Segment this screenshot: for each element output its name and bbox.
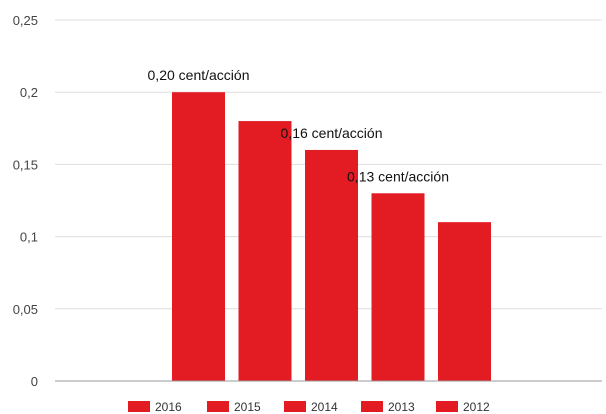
bar-2014 <box>305 149 358 381</box>
y-tick-label: 0,1 <box>20 230 38 245</box>
legend-label-2015: 2015 <box>234 400 261 414</box>
legend-swatch-2015 <box>207 401 229 412</box>
y-tick-label: 0,05 <box>13 302 38 317</box>
data-labels: 0,20 cent/acción 0,16 cent/acción 0,13 cen… <box>148 67 449 184</box>
legend-label-2013: 2013 <box>388 400 415 414</box>
data-label-2013: 0,13 cent/acción <box>347 168 449 184</box>
bar-2013 <box>371 193 425 381</box>
legend: 2016 2015 2014 2013 2012 <box>128 400 490 414</box>
legend-label-2014: 2014 <box>311 400 338 414</box>
y-tick-label: 0,15 <box>13 157 38 172</box>
data-label-2014: 0,16 cent/acción <box>281 125 383 141</box>
legend-swatch-2013 <box>361 401 383 412</box>
y-axis-tick-labels: 0,25 0,2 0,15 0,1 0,05 0 <box>13 13 38 389</box>
y-tick-label: 0,2 <box>20 85 38 100</box>
legend-swatch-2016 <box>128 401 150 412</box>
y-tick-label: 0,25 <box>13 13 38 28</box>
bar-2016 <box>172 92 225 381</box>
data-label-2016: 0,20 cent/acción <box>148 67 250 83</box>
bar-2015 <box>238 121 292 381</box>
legend-label-2016: 2016 <box>155 400 182 414</box>
bars <box>172 92 491 381</box>
bar-2012 <box>438 222 491 381</box>
legend-swatch-2012 <box>436 401 458 412</box>
legend-swatch-2014 <box>284 401 306 412</box>
legend-label-2012: 2012 <box>463 400 490 414</box>
y-tick-label: 0 <box>31 374 38 389</box>
